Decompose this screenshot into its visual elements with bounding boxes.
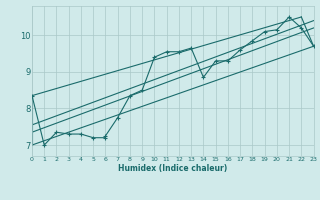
X-axis label: Humidex (Indice chaleur): Humidex (Indice chaleur) bbox=[118, 164, 228, 173]
